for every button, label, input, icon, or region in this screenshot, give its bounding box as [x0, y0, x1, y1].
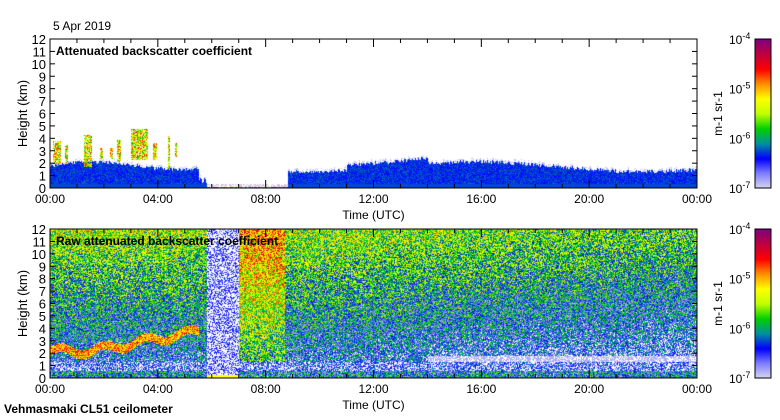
y-tick-label: 1: [39, 169, 46, 184]
y-tick-label: 6: [39, 107, 46, 122]
colorbar-tick-label: 10-7: [729, 370, 750, 386]
plot-frame: [49, 228, 698, 379]
y-tick-label: 5: [39, 119, 46, 134]
colorbar-label-top: m-1 sr-1: [711, 91, 725, 136]
y-tick-label: 10: [32, 57, 46, 72]
x-tick-label: 12:00: [358, 192, 388, 206]
x-tick-label: 16:00: [466, 192, 496, 206]
backscatter-heatmap: [50, 39, 697, 188]
x-tick-label: 04:00: [143, 192, 173, 206]
footer-instrument: Vehmasmaki CL51 ceilometer: [4, 402, 173, 416]
raw-backscatter-heatmap: [50, 229, 697, 378]
y-tick-label: 9: [39, 259, 46, 274]
y-tick-label: 0: [39, 181, 46, 196]
y-tick-label: 10: [32, 247, 46, 262]
x-tick-label: 00:00: [35, 192, 65, 206]
colorbar-label-bottom: m-1 sr-1: [711, 281, 725, 326]
x-tick-label: 00:00: [682, 382, 712, 396]
colorbar-tick-label: 10-4: [729, 221, 750, 237]
y-tick-label: 9: [39, 69, 46, 84]
colorbar-frame: [754, 38, 772, 189]
panel-title: Attenuated backscatter coefficient: [56, 44, 252, 58]
y-tick-label: 4: [39, 321, 46, 336]
y-tick-label: 1: [39, 359, 46, 374]
y-tick-label: 3: [39, 334, 46, 349]
colorbar-tick-label: 10-6: [729, 130, 750, 146]
y-tick-label: 11: [33, 44, 47, 59]
x-axis-label: Time (UTC): [342, 208, 404, 222]
colorbar-bottom: [755, 229, 771, 378]
y-tick-label: 11: [33, 234, 47, 249]
x-tick-label: 16:00: [466, 382, 496, 396]
y-tick-label: 7: [39, 94, 46, 109]
colorbar-tick-label: 10-5: [729, 271, 750, 287]
y-tick-label: 5: [39, 309, 46, 324]
x-tick-label: 20:00: [574, 382, 604, 396]
colorbar-frame: [754, 228, 772, 379]
colorbar-top: [755, 39, 771, 188]
colorbar-tick-label: 10-7: [729, 180, 750, 196]
x-tick-label: 20:00: [574, 192, 604, 206]
x-tick-label: 00:00: [682, 192, 712, 206]
y-axis-label: Height (km): [15, 80, 30, 147]
x-tick-label: 04:00: [143, 382, 173, 396]
y-tick-label: 2: [39, 156, 46, 171]
plot-frame: [49, 38, 698, 189]
x-tick-label: 08:00: [251, 382, 281, 396]
x-axis-label: Time (UTC): [342, 398, 404, 412]
x-tick-label: 08:00: [251, 192, 281, 206]
y-tick-label: 12: [32, 32, 46, 47]
y-tick-label: 12: [32, 222, 46, 237]
y-tick-label: 0: [39, 371, 46, 386]
date-label: 5 Apr 2019: [53, 19, 111, 33]
y-tick-label: 3: [39, 144, 46, 159]
y-tick-label: 8: [39, 272, 46, 287]
panel-title: Raw attenuated backscatter coefficient: [56, 234, 278, 248]
colorbar-tick-label: 10-5: [729, 81, 750, 97]
y-tick-label: 2: [39, 346, 46, 361]
x-tick-label: 12:00: [358, 382, 388, 396]
y-tick-label: 6: [39, 297, 46, 312]
y-tick-label: 4: [39, 131, 46, 146]
y-tick-label: 8: [39, 82, 46, 97]
y-axis-label: Height (km): [15, 270, 30, 337]
colorbar-tick-label: 10-4: [729, 31, 750, 47]
y-tick-label: 7: [39, 284, 46, 299]
x-tick-label: 00:00: [35, 382, 65, 396]
colorbar-tick-label: 10-6: [729, 320, 750, 336]
